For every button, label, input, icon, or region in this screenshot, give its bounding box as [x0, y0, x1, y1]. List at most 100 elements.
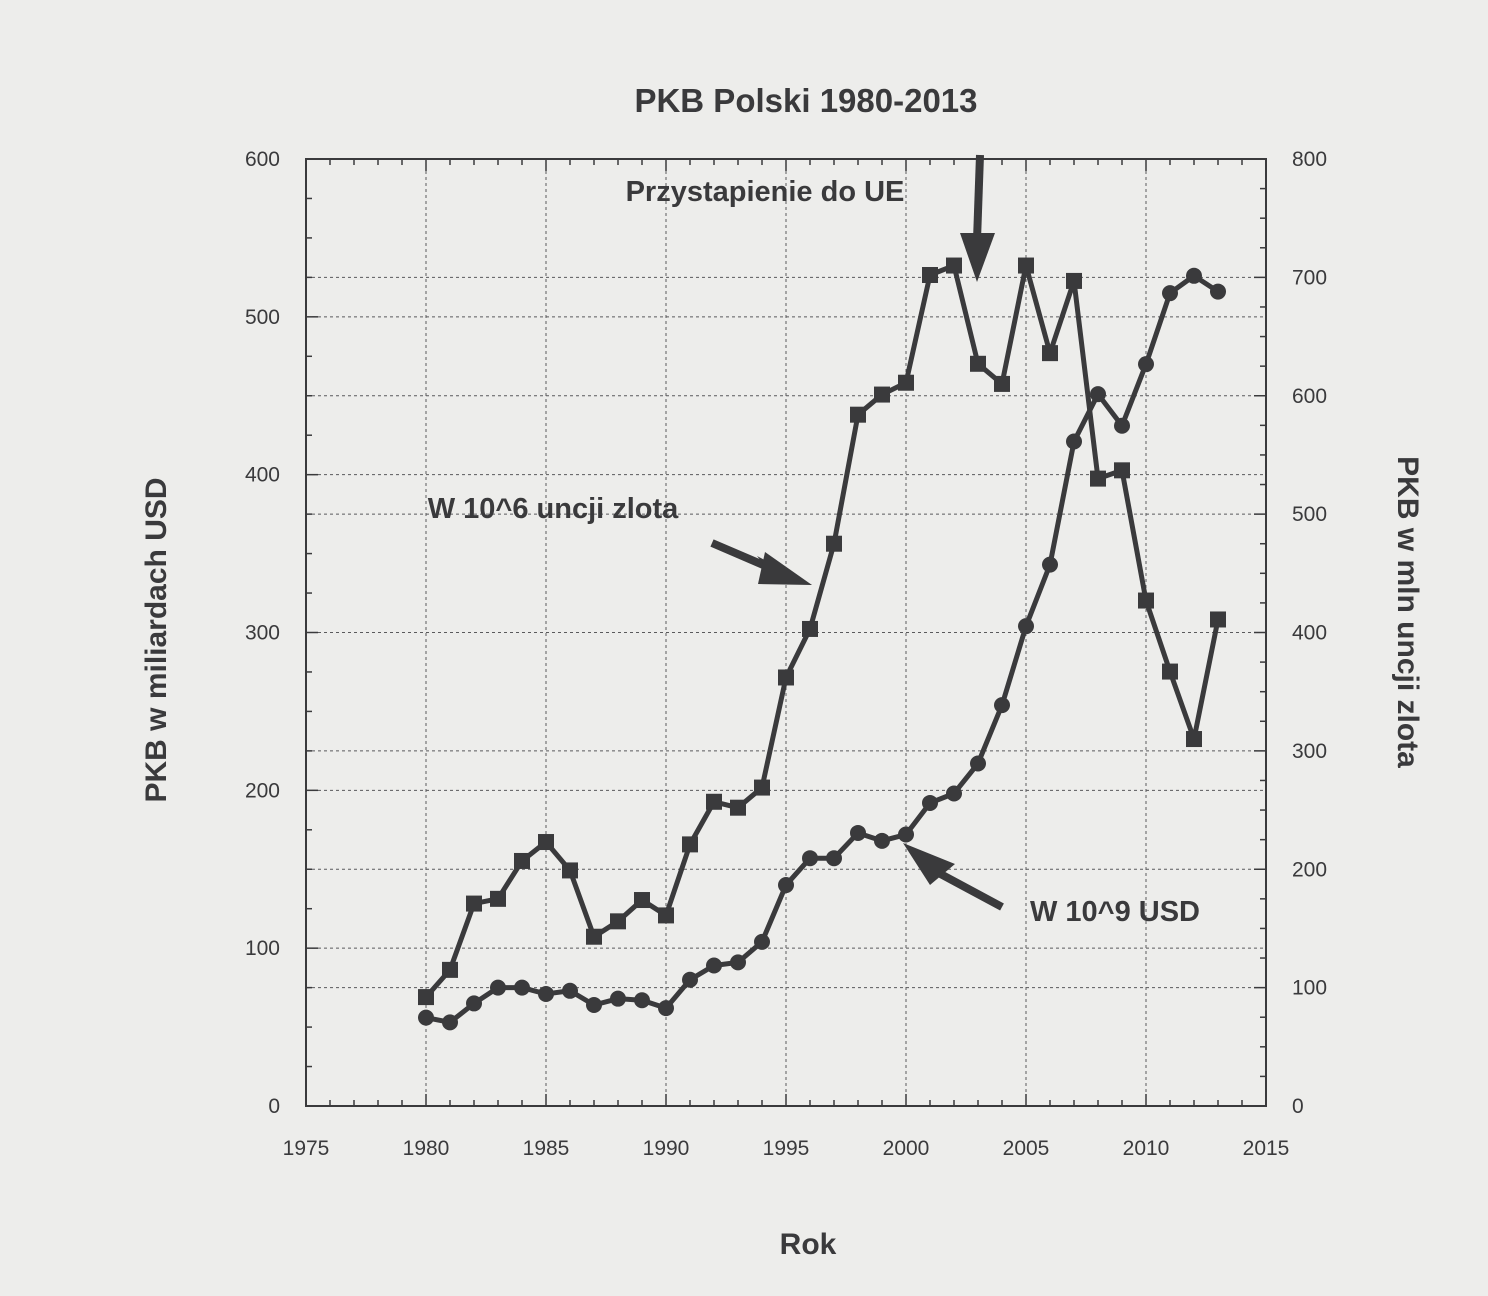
data-point-circle: [970, 755, 986, 772]
data-point-circle: [1138, 356, 1154, 373]
y-tick-label: 400: [245, 464, 280, 487]
data-point-square: [586, 928, 602, 945]
x-tick-label: 1990: [643, 1137, 690, 1160]
data-point-circle: [610, 990, 626, 1007]
x-tick-label: 2010: [1123, 1137, 1170, 1160]
data-point-square: [658, 907, 674, 924]
data-point-square: [898, 374, 914, 391]
data-point-square: [610, 913, 626, 930]
y-axis-label: PKB w miliardach USD: [140, 477, 173, 802]
y2-axis-label: PKB w mln uncji zlota: [1391, 456, 1424, 768]
x-tick-label: 1975: [283, 1137, 330, 1160]
data-point-square: [682, 836, 698, 853]
data-point-circle: [754, 933, 770, 950]
data-point-circle: [1042, 556, 1058, 573]
y2-tick-label: 700: [1292, 266, 1327, 289]
x-tick-label: 2015: [1243, 1137, 1290, 1160]
data-point-circle: [778, 877, 794, 894]
data-point-circle: [826, 850, 842, 867]
data-point-square: [706, 793, 722, 810]
data-point-circle: [874, 832, 890, 849]
data-point-square: [1018, 257, 1034, 274]
data-point-circle: [466, 995, 482, 1012]
y2-tick-label: 200: [1292, 858, 1327, 881]
data-point-square: [634, 892, 650, 909]
y-tick-label: 500: [245, 306, 280, 329]
data-point-square: [562, 862, 578, 879]
x-tick-label: 1980: [403, 1137, 450, 1160]
x-tick-label: 2000: [883, 1137, 930, 1160]
data-point-square: [442, 961, 458, 978]
data-point-circle: [730, 954, 746, 971]
data-point-circle: [634, 992, 650, 1009]
data-point-circle: [706, 957, 722, 974]
data-point-circle: [418, 1009, 434, 1026]
series-group: [418, 257, 1226, 1031]
x-tick-label: 1985: [523, 1137, 570, 1160]
data-point-circle: [682, 971, 698, 988]
data-point-square: [1186, 731, 1202, 748]
y2-tick-label: 0: [1292, 1095, 1304, 1118]
data-point-circle: [538, 985, 554, 1002]
data-point-square: [1090, 470, 1106, 487]
annotation-gold-series: W 10^6 uncji zlota: [428, 493, 679, 525]
series-line-2: [424, 263, 1221, 999]
data-point-square: [922, 267, 938, 284]
data-point-square: [754, 779, 770, 796]
data-point-square: [1066, 272, 1082, 289]
data-point-circle: [1018, 618, 1034, 635]
data-point-circle: [898, 826, 914, 843]
data-point-square: [802, 620, 818, 637]
x-tick-label: 1995: [763, 1137, 810, 1160]
data-point-square: [1042, 345, 1058, 362]
y2-tick-label: 500: [1292, 503, 1327, 526]
data-point-square: [418, 989, 434, 1006]
data-point-circle: [850, 824, 866, 841]
data-point-circle: [586, 996, 602, 1013]
y-tick-label: 300: [245, 622, 280, 645]
series-line-1: [425, 273, 1220, 1025]
chart-title: PKB Polski 1980-2013: [634, 82, 977, 119]
y2-tick-label: 800: [1292, 148, 1327, 171]
y2-tick-label: 400: [1292, 622, 1327, 645]
data-point-circle: [1066, 433, 1082, 450]
data-point-circle: [490, 979, 506, 996]
data-point-square: [1210, 611, 1226, 628]
data-point-circle: [658, 1000, 674, 1017]
data-point-circle: [514, 979, 530, 996]
y-tick-label: 600: [245, 148, 280, 171]
data-point-circle: [946, 785, 962, 802]
data-point-circle: [1090, 386, 1106, 403]
data-point-square: [490, 890, 506, 907]
data-point-circle: [1186, 267, 1202, 284]
y2-tick-label: 100: [1292, 977, 1327, 1000]
ticks: 1975 1980 1985 1990 1995 2000 2005 2010 20150100…: [245, 148, 1327, 1160]
data-point-circle: [994, 697, 1010, 714]
data-point-square: [1162, 663, 1178, 680]
x-axis-label: Rok: [780, 1228, 837, 1261]
data-point-square: [946, 257, 962, 274]
arrow-usd-series: [903, 843, 1004, 911]
y-tick-label: 0: [268, 1095, 280, 1118]
data-point-square: [514, 852, 530, 869]
data-point-circle: [1114, 417, 1130, 434]
data-point-square: [874, 386, 890, 403]
data-point-square: [826, 535, 842, 552]
data-point-circle: [922, 794, 938, 811]
data-point-square: [850, 406, 866, 423]
data-point-square: [778, 669, 794, 686]
data-point-circle: [802, 850, 818, 867]
data-point-circle: [442, 1014, 458, 1031]
data-point-square: [538, 834, 554, 851]
y2-tick-label: 300: [1292, 740, 1327, 763]
data-point-circle: [562, 982, 578, 999]
arrow-eu-accession: [960, 154, 995, 282]
data-point-square: [730, 799, 746, 816]
y2-tick-label: 600: [1292, 385, 1327, 408]
grid: [306, 159, 1266, 1106]
data-point-square: [466, 895, 482, 912]
y-tick-label: 200: [245, 779, 280, 802]
data-point-square: [1138, 592, 1154, 609]
data-point-square: [970, 355, 986, 372]
